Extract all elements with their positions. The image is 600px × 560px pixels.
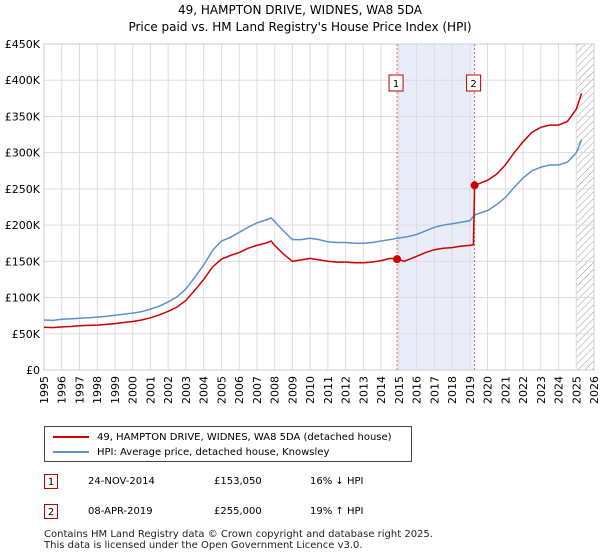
x-tick-label: 2002 [162,376,175,404]
shaded-period [397,44,475,370]
legend-label-hpi: HPI: Average price, detached house, Know… [97,446,330,458]
y-tick-label: £0 [26,364,40,377]
x-tick-label: 2005 [215,376,228,404]
x-tick-label: 2007 [251,376,264,404]
plot-background [44,44,594,370]
price-chart: 49, HAMPTON DRIVE, WIDNES, WA8 5DA Price… [5,3,600,404]
sale-row-2: 2 08-APR-2019 £255,000 19% ↑ HPI [44,504,484,522]
x-tick-label: 2016 [411,376,424,404]
x-tick-label: 2014 [375,376,388,404]
x-tick-label: 2024 [553,376,566,404]
sale-price: £255,000 [214,506,262,517]
x-tick-label: 2009 [286,376,299,404]
series-line-property [43,93,583,329]
x-tick-label: 2025 [570,376,583,404]
sale-label-box [388,74,404,92]
x-tick-label: 2020 [482,376,495,404]
legend-item-property: 49, HAMPTON DRIVE, WIDNES, WA8 5DA (deta… [53,430,392,444]
y-tick-label: £100K [5,292,41,305]
plot-border [43,43,595,371]
sale-label-text: 1 [393,79,399,90]
x-tick-label: 2021 [499,376,512,404]
footer-line-2: This data is licensed under the Open Gov… [44,540,363,551]
sale-date: 24-NOV-2014 [88,476,155,487]
chart-title: 49, HAMPTON DRIVE, WIDNES, WA8 5DA [178,3,423,17]
x-tick-label: 1997 [73,376,86,404]
x-tick-label: 2019 [464,376,477,404]
y-tick-label: £450K [5,38,41,51]
sale-hpi-diff: 19% ↑ HPI [310,506,364,517]
y-tick-label: £200K [5,219,41,232]
y-tick-label: £400K [5,74,41,87]
x-tick-label: 2011 [322,376,335,404]
sale-date: 08-APR-2019 [88,506,153,517]
sale-point [470,181,479,190]
x-tick-label: 2012 [340,376,353,404]
x-tick-label: 2022 [517,376,530,404]
x-tick-label: 1995 [38,376,51,404]
sale-price: £153,050 [214,476,262,487]
x-tick-label: 1998 [91,376,104,404]
legend-swatch-hpi [53,451,89,453]
x-tick-label: 2001 [144,376,157,404]
legend: 49, HAMPTON DRIVE, WIDNES, WA8 5DA (deta… [44,426,412,462]
sale-label-text: 2 [470,79,476,90]
y-tick-label: £250K [5,183,41,196]
legend-swatch-property [53,436,89,438]
x-tick-label: 2013 [357,376,370,404]
sale-label-box [466,74,482,92]
x-tick-label: 2010 [304,376,317,404]
x-tick-label: 2018 [446,376,459,404]
y-tick-label: £350K [5,110,41,123]
footer: Contains HM Land Registry data © Crown c… [44,529,433,551]
sale-hpi-diff: 16% ↓ HPI [310,476,364,487]
x-tick-label: 2023 [535,376,548,404]
sale-marker-label: 2 [44,504,58,519]
hatched-region [576,44,594,370]
sale-marker-label: 1 [44,474,58,489]
x-tick-label: 2008 [269,376,282,404]
x-tick-label: 2015 [393,376,406,404]
sale-row-1: 1 24-NOV-2014 £153,050 16% ↓ HPI [44,474,484,492]
x-tick-label: 2017 [428,376,441,404]
x-tick-label: 2026 [588,376,600,404]
y-tick-label: £150K [5,255,41,268]
y-tick-label: £300K [5,147,41,160]
legend-label-property: 49, HAMPTON DRIVE, WIDNES, WA8 5DA (deta… [97,431,392,443]
x-tick-label: 1999 [109,376,122,404]
chart-subtitle: Price paid vs. HM Land Registry's House … [128,20,471,34]
y-tick-label: £50K [12,328,41,341]
footer-line-1: Contains HM Land Registry data © Crown c… [44,529,433,540]
legend-item-hpi: HPI: Average price, detached house, Know… [53,445,329,459]
x-tick-label: 2000 [127,376,140,404]
x-tick-label: 2006 [233,376,246,404]
x-tick-label: 2003 [180,376,193,404]
x-tick-label: 1996 [56,376,69,404]
sale-point [393,255,402,264]
series-line-hpi [43,139,583,322]
x-tick-label: 2004 [198,376,211,404]
